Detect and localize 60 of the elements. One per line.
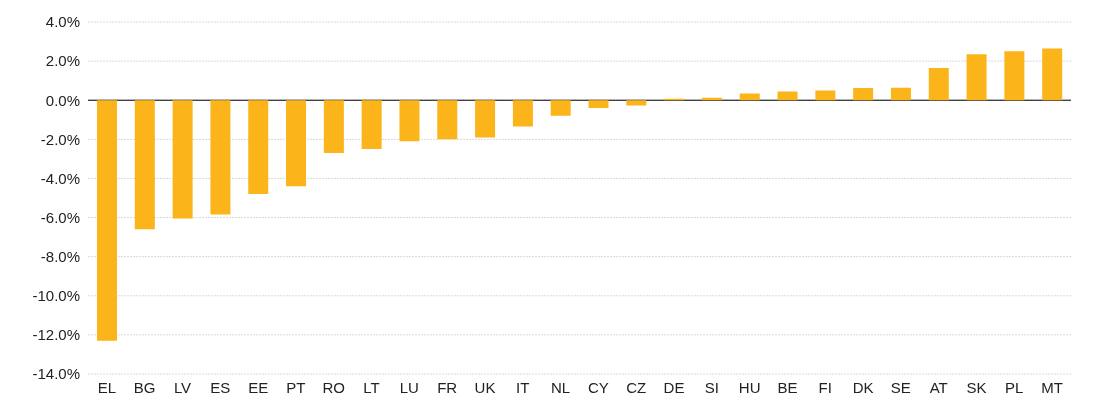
x-tick-label: BG — [133, 378, 156, 396]
x-tick-label: NL — [551, 378, 571, 396]
x-tick-label: CZ — [626, 378, 647, 396]
x-tick-label: CY — [587, 378, 609, 396]
x-tick-label: RO — [322, 378, 345, 396]
bar — [815, 90, 836, 101]
bar — [550, 100, 571, 116]
y-tick-label: -8.0% — [40, 247, 80, 265]
y-tick-label: 0.0% — [45, 91, 80, 109]
x-tick-label: BE — [777, 378, 798, 396]
y-tick-label: -14.0% — [32, 365, 80, 383]
x-tick-label: EL — [97, 378, 117, 396]
bar — [853, 88, 874, 101]
bar — [588, 100, 609, 109]
bar — [437, 100, 458, 140]
bar — [1042, 48, 1063, 101]
x-tick-label: EE — [248, 378, 269, 396]
bar — [286, 100, 307, 187]
x-tick-label: SI — [704, 378, 719, 396]
y-tick-label: -2.0% — [40, 130, 80, 148]
bar — [966, 54, 987, 101]
x-tick-label: IT — [516, 378, 530, 396]
y-tick-label: -4.0% — [40, 169, 80, 187]
x-tick-label: DE — [663, 378, 685, 396]
y-tick-label: -6.0% — [40, 208, 80, 226]
x-tick-label: LU — [399, 378, 419, 396]
x-tick-label: HU — [738, 378, 761, 396]
bar — [777, 91, 798, 101]
x-tick-label: PL — [1005, 378, 1024, 396]
x-tick-label: AT — [929, 378, 948, 396]
bar — [890, 87, 911, 101]
x-tick-label: FR — [437, 378, 458, 396]
bar — [739, 93, 760, 101]
y-tick-label: -12.0% — [32, 326, 80, 344]
bar — [172, 100, 193, 219]
x-tick-label: PT — [286, 378, 306, 396]
bar — [361, 100, 382, 150]
bar — [97, 100, 117, 341]
y-tick-label: 2.0% — [45, 52, 80, 70]
bar — [134, 100, 155, 230]
bar — [928, 67, 949, 101]
bar — [512, 100, 533, 127]
bar — [1004, 51, 1025, 101]
bar — [323, 100, 344, 154]
x-tick-label: SE — [890, 378, 911, 396]
x-tick-label: UK — [474, 378, 496, 396]
x-tick-label: MT — [1041, 378, 1063, 396]
bar — [475, 100, 496, 138]
y-tick-label: 4.0% — [45, 13, 80, 31]
x-tick-label: SK — [966, 378, 987, 396]
x-tick-label: FI — [818, 378, 832, 396]
y-tick-label: -10.0% — [32, 287, 80, 305]
bar — [399, 100, 420, 142]
x-tick-label: ES — [210, 378, 231, 396]
bar — [248, 100, 269, 195]
x-tick-label: LT — [363, 378, 380, 396]
x-tick-label: DK — [852, 378, 874, 396]
x-tick-label: LV — [173, 378, 192, 396]
bar — [210, 100, 231, 215]
bar — [626, 100, 647, 106]
